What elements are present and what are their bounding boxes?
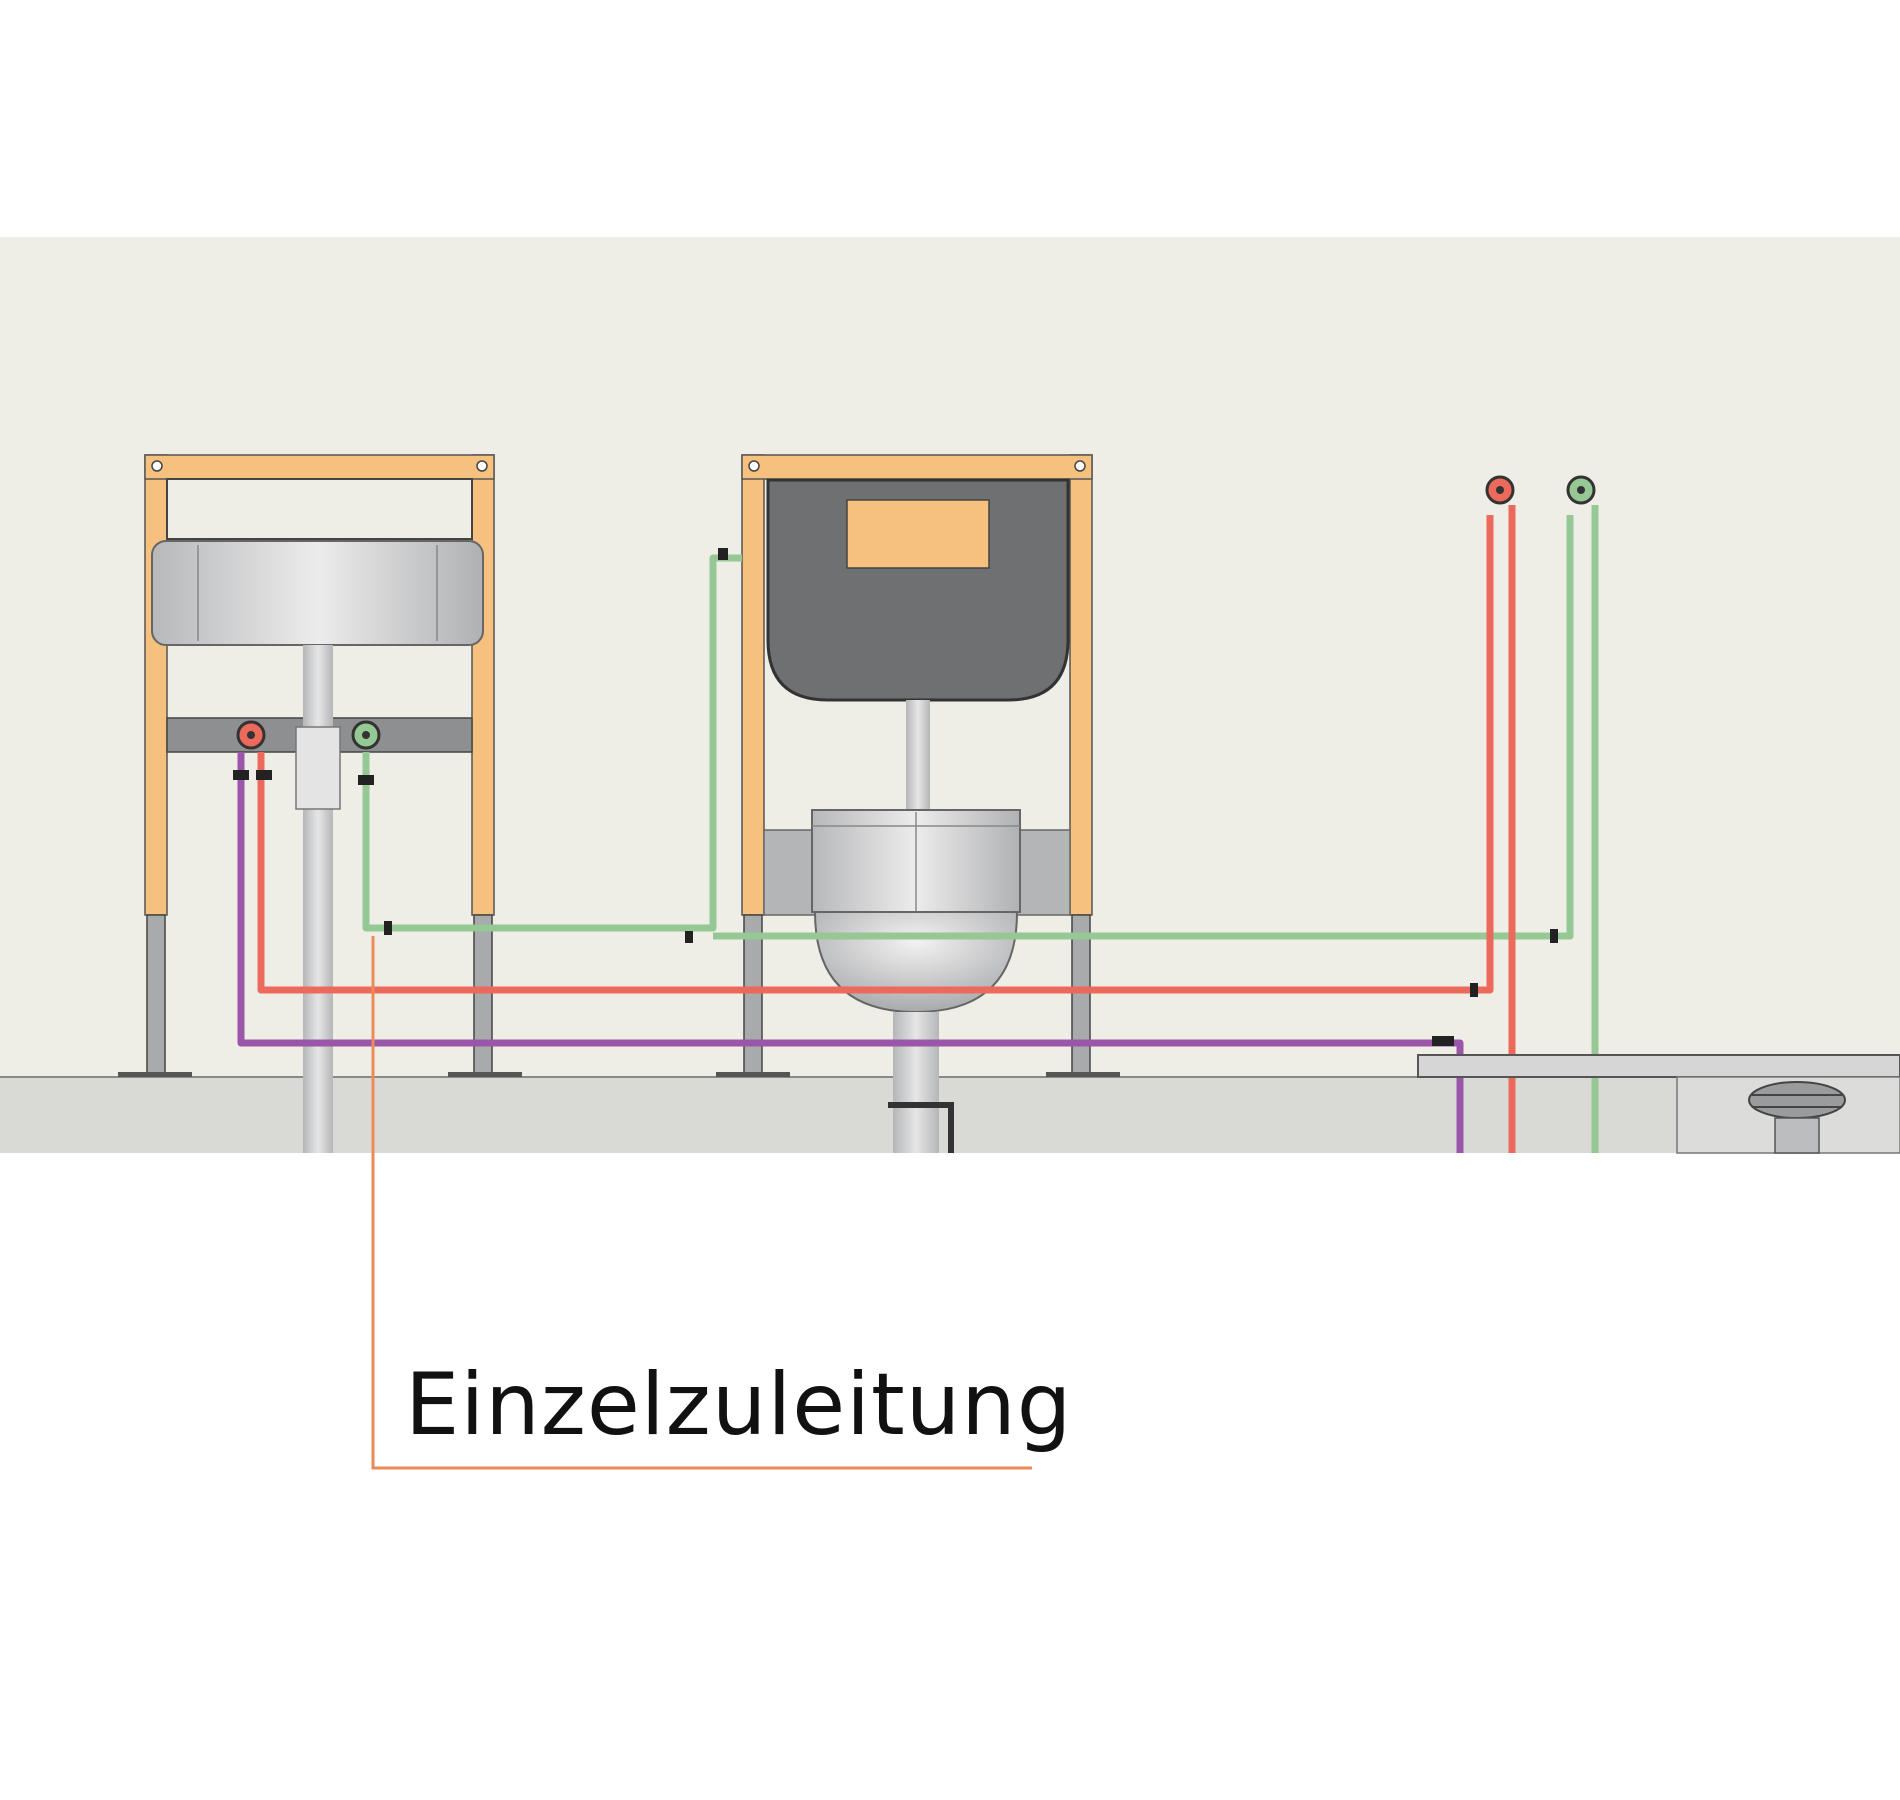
valve-icon (236, 720, 266, 750)
frame-right-post (471, 454, 495, 916)
floor-drain-icon (1417, 1054, 1900, 1154)
callout-label: Einzelzuleitung (405, 1355, 1073, 1455)
frame-top-bar (144, 454, 495, 480)
flush-plate (846, 499, 990, 569)
valve-icon (1485, 475, 1515, 505)
washbasin-icon (151, 540, 484, 1153)
callout-line (371, 936, 1032, 1470)
circulation-pipes (237, 752, 1464, 1153)
valve-icon (1566, 475, 1596, 505)
hot-water-pipes (257, 505, 1516, 1153)
pipe-fittings (233, 548, 1558, 1046)
cistern-icon (766, 478, 1070, 815)
frame-left-post (144, 454, 168, 916)
cold-water-pipes (362, 505, 1599, 1153)
valve-icon (351, 720, 381, 750)
